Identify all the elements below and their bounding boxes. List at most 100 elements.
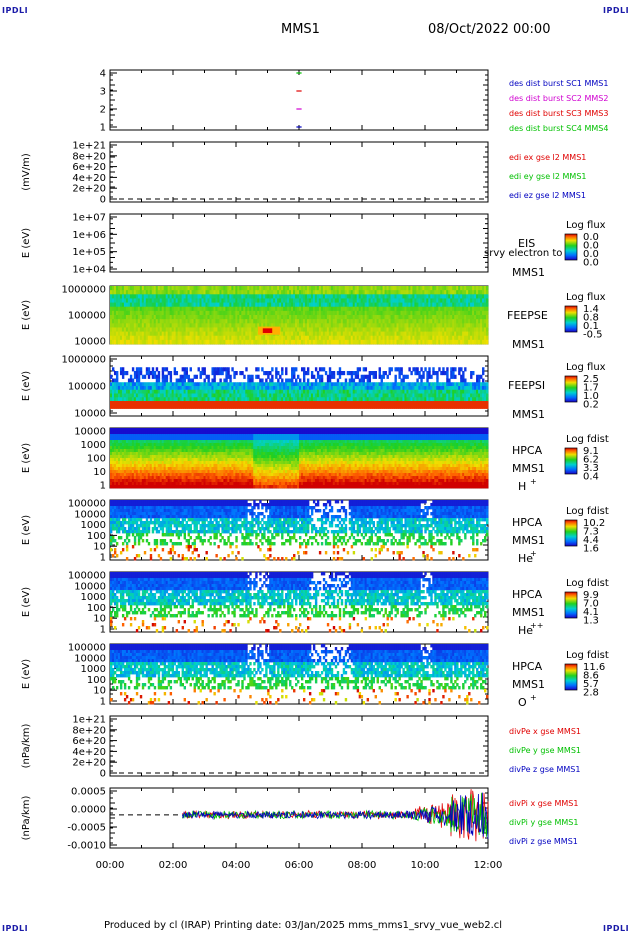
spectrogram-cell xyxy=(428,323,431,328)
spectrogram-cell xyxy=(123,286,127,291)
spectrogram-cell xyxy=(201,335,204,341)
spectrogram-cell xyxy=(213,386,216,391)
spectrogram-cell xyxy=(161,339,165,345)
spectrogram-cell xyxy=(440,386,443,391)
spectrogram-cell xyxy=(267,401,270,406)
spectrogram-cell xyxy=(326,393,330,398)
spectrogram-cell xyxy=(356,335,360,341)
spectrogram-cell xyxy=(344,339,348,345)
spectrogram-cell xyxy=(342,294,346,299)
spectrogram-cell xyxy=(181,401,185,406)
spectrogram-cell xyxy=(456,302,459,308)
spectrogram-cell xyxy=(267,286,270,291)
spectrogram-cell xyxy=(338,323,342,328)
spectrogram-cell xyxy=(291,315,294,320)
spectrogram-cell xyxy=(372,327,375,332)
spectrogram-cell xyxy=(346,331,350,337)
spectrogram-cell xyxy=(225,378,228,383)
spectrogram-cell xyxy=(243,339,246,345)
spectrogram-cell xyxy=(159,393,163,398)
spectrogram-cell xyxy=(338,404,342,409)
spectrogram-cell xyxy=(235,286,238,291)
spectrogram-cell xyxy=(368,302,372,308)
spectrogram-cell xyxy=(466,290,469,295)
spectrogram-cell xyxy=(306,302,310,308)
spectrogram-cell xyxy=(334,401,338,406)
spectrogram-cell xyxy=(289,327,292,332)
spectrogram-cell xyxy=(328,323,332,328)
spectrogram-cell xyxy=(344,310,348,316)
spectrogram-cell xyxy=(283,393,286,398)
spectrogram-cell xyxy=(125,323,129,328)
spectrogram-cell xyxy=(372,374,375,379)
spectrogram-cell xyxy=(173,298,177,303)
spectrogram-cell xyxy=(462,335,465,341)
spectrogram-cell xyxy=(169,306,173,312)
spectrogram-cell xyxy=(217,294,220,299)
spectrogram-cell xyxy=(189,310,192,316)
spectrogram-cell xyxy=(478,298,481,303)
spectrogram-cell xyxy=(225,310,228,316)
spectrogram-cell xyxy=(221,302,224,308)
spectrogram-cell xyxy=(129,323,133,328)
spectrogram-cell xyxy=(257,290,260,295)
spectrogram-cell xyxy=(267,382,270,387)
spectrogram-cell xyxy=(209,306,212,312)
spectrogram-cell xyxy=(125,404,129,409)
spectrogram-cell xyxy=(454,290,457,295)
spectrogram-cell xyxy=(197,315,200,320)
spectrogram-cell xyxy=(127,294,131,299)
spectrogram-cell xyxy=(133,382,137,387)
spectrogram-cell xyxy=(149,339,153,345)
spectrogram-cell xyxy=(372,319,375,324)
spectrogram-cell xyxy=(161,327,165,332)
spectrogram-cell xyxy=(297,294,300,299)
spectrogram-cell xyxy=(420,290,423,295)
spectrogram-cell xyxy=(438,302,441,308)
spectrogram-cell xyxy=(119,315,123,320)
spectrogram-cell xyxy=(113,389,117,394)
spectrogram-cell xyxy=(291,386,294,391)
spectrogram-cell xyxy=(119,323,123,328)
spectrogram-cell xyxy=(484,286,487,291)
spectrogram-cell xyxy=(384,302,387,308)
spectrogram-cell xyxy=(249,327,252,332)
spectrogram-cell xyxy=(127,319,131,324)
spectrogram-cell xyxy=(340,404,344,409)
spectrogram-cell xyxy=(302,290,306,295)
spectrogram-cell xyxy=(320,286,324,291)
spectrogram-cell xyxy=(302,401,306,406)
spectrogram-cell xyxy=(330,331,334,337)
spectrogram-cell xyxy=(418,389,421,394)
spectrogram-cell xyxy=(233,386,236,391)
spectrogram-cell xyxy=(111,382,115,387)
spectrogram-cell xyxy=(362,404,366,409)
spectrogram-cell xyxy=(125,310,129,316)
spectrogram-cell xyxy=(277,404,280,409)
spectrogram-cell xyxy=(239,382,242,387)
y-tick-label: 1e+06 xyxy=(72,230,106,241)
spectrogram-cell xyxy=(416,298,419,303)
spectrogram-cell xyxy=(231,401,234,406)
spectrogram-cell xyxy=(213,404,216,409)
spectrogram-cell xyxy=(225,302,228,308)
spectrogram-cell xyxy=(187,286,190,291)
spectrogram-cell xyxy=(348,327,352,332)
spectrogram-cell xyxy=(400,331,403,337)
spectrogram-cell xyxy=(263,386,266,391)
spectrogram-cell xyxy=(131,367,135,372)
spectrogram-cell xyxy=(304,298,308,303)
spectrogram-cell xyxy=(422,310,425,316)
spectrogram-cell xyxy=(171,298,175,303)
spectrogram-cell xyxy=(211,393,214,398)
y-tick-label: 1e+04 xyxy=(72,265,106,276)
spectrogram-cell xyxy=(386,401,389,406)
spectrogram-cell xyxy=(378,386,381,391)
spectrogram-cell xyxy=(251,315,254,320)
spectrogram-cell xyxy=(428,298,431,303)
spectrogram-cell xyxy=(322,286,326,291)
spectrogram-cell xyxy=(179,310,183,316)
spectrogram-cell xyxy=(241,389,244,394)
spectrogram-cell xyxy=(267,371,270,376)
spectrogram-cell xyxy=(412,335,415,341)
